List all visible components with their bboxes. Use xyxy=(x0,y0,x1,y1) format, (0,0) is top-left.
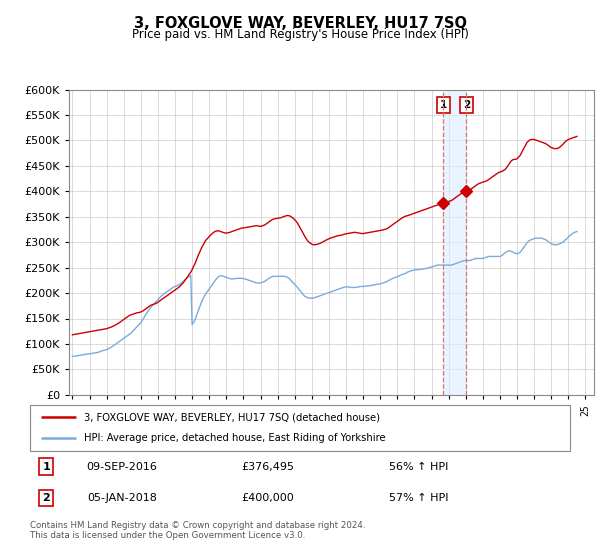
Text: 2: 2 xyxy=(43,493,50,503)
Text: 2: 2 xyxy=(463,100,470,110)
Text: 56% ↑ HPI: 56% ↑ HPI xyxy=(389,461,448,472)
Bar xyxy=(443,90,466,395)
Text: 57% ↑ HPI: 57% ↑ HPI xyxy=(389,493,449,503)
Text: £400,000: £400,000 xyxy=(241,493,294,503)
Text: £376,495: £376,495 xyxy=(241,461,294,472)
Text: 1: 1 xyxy=(440,100,447,110)
Text: 1: 1 xyxy=(43,461,50,472)
Text: 05-JAN-2018: 05-JAN-2018 xyxy=(87,493,157,503)
Text: HPI: Average price, detached house, East Riding of Yorkshire: HPI: Average price, detached house, East… xyxy=(84,433,386,444)
Text: 09-SEP-2016: 09-SEP-2016 xyxy=(86,461,157,472)
Text: 3, FOXGLOVE WAY, BEVERLEY, HU17 7SQ (detached house): 3, FOXGLOVE WAY, BEVERLEY, HU17 7SQ (det… xyxy=(84,412,380,422)
FancyBboxPatch shape xyxy=(30,405,570,451)
Text: Price paid vs. HM Land Registry's House Price Index (HPI): Price paid vs. HM Land Registry's House … xyxy=(131,28,469,41)
Text: 3, FOXGLOVE WAY, BEVERLEY, HU17 7SQ: 3, FOXGLOVE WAY, BEVERLEY, HU17 7SQ xyxy=(133,16,467,31)
Text: Contains HM Land Registry data © Crown copyright and database right 2024.
This d: Contains HM Land Registry data © Crown c… xyxy=(30,521,365,540)
